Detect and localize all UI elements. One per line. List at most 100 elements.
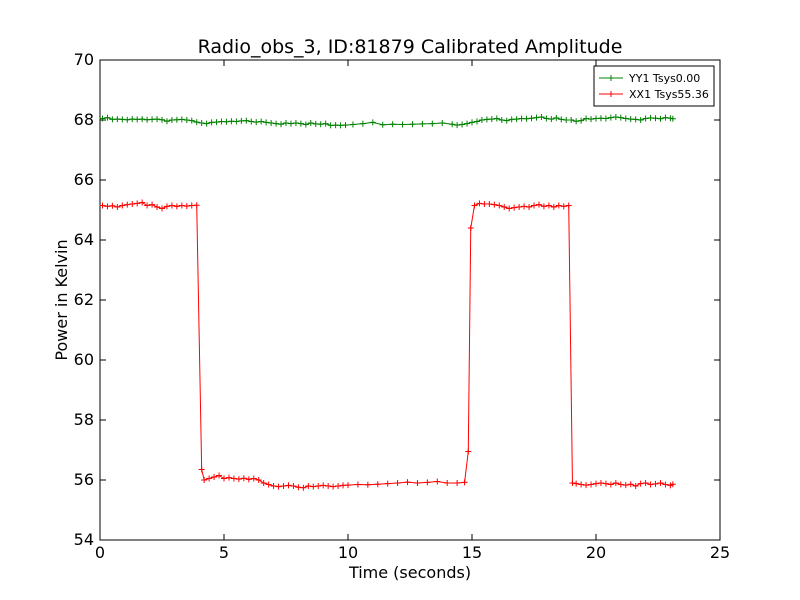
data-point [159,116,165,123]
y-tick-label: 54 [74,530,94,549]
data-point [657,480,664,486]
data-point [258,118,265,125]
data-point [250,475,257,482]
legend: YY1 Tsys0.00 XX1 Tsys55.36 [593,65,715,107]
data-point [454,480,461,486]
data-point [464,120,471,127]
data-point [593,480,599,487]
data-point [139,116,146,123]
data-point [548,116,555,123]
data-point [429,120,436,127]
data-point [538,114,545,120]
y-axis-label: Power in Kelvin [52,239,71,360]
data-point [253,119,260,126]
data-point [642,115,649,122]
data-point [486,201,493,207]
data-point [419,120,426,127]
data-point [201,477,208,483]
data-point [290,483,297,489]
data-point [287,120,294,127]
data-point [369,119,376,126]
data-point [260,480,267,486]
data-point [168,202,175,209]
data-point [248,118,255,125]
data-point [516,204,523,210]
data-point [154,116,161,123]
data-point [384,480,391,487]
data-point [193,119,200,126]
y-tick-label: 56 [74,470,94,489]
data-point [553,114,560,121]
data-point [193,202,200,209]
data-point [627,481,634,488]
data-point [465,448,472,455]
data-point [211,474,218,480]
data-point [233,118,240,125]
x-tick-label: 20 [586,543,606,562]
data-point [607,114,614,121]
data-point [565,202,572,209]
data-point [578,481,585,488]
data-point [335,483,342,489]
y-tick-label: 64 [74,230,94,249]
data-point [637,480,644,487]
data-point [531,202,537,209]
data-point [265,481,272,488]
data-point [154,204,161,210]
x-tick-label: 0 [95,543,105,562]
data-point [280,483,287,489]
y-tick-label: 70 [74,50,94,69]
data-point [124,116,131,123]
x-tick-label: 15 [462,543,482,562]
data-point [449,121,456,128]
data-point [588,481,595,488]
data-point [198,120,205,126]
data-point [203,120,210,127]
data-point [491,201,498,208]
data-point [501,204,508,210]
data-point [569,480,576,486]
data-point [99,202,106,209]
data-point [349,121,356,128]
data-point [612,114,619,120]
data-point [444,480,451,486]
data-point [503,117,510,124]
data-point [109,202,116,209]
plot-area [99,59,721,541]
data-point [307,120,314,126]
data-point [173,203,180,210]
data-point [496,202,503,209]
data-point [163,118,170,125]
data-point [622,115,629,122]
y-tick-label: 68 [74,110,94,129]
data-point [178,202,185,209]
data-point [558,116,565,123]
data-point [498,117,505,123]
data-point [292,120,299,126]
data-point [652,115,659,122]
data-point [364,481,371,488]
x-tick-label: 25 [710,543,730,562]
data-point [283,120,289,126]
data-point [188,117,195,124]
data-point [297,120,304,127]
data-point [632,483,639,489]
x-tick-label: 5 [219,543,229,562]
data-point [104,203,111,210]
data-point [139,199,146,206]
data-point [342,122,349,129]
data-point [602,115,609,122]
legend-label: YY1 Tsys0.00 [628,72,700,85]
data-point [330,483,337,490]
data-point [159,205,165,212]
data-point [535,201,542,208]
y-tick-label: 58 [74,410,94,429]
data-point [506,205,513,212]
data-point [255,477,262,483]
data-point [163,203,170,210]
data-point [597,480,604,486]
data-point [216,472,223,479]
data-point [461,479,468,486]
legend-box [593,65,715,107]
data-point [669,115,676,122]
